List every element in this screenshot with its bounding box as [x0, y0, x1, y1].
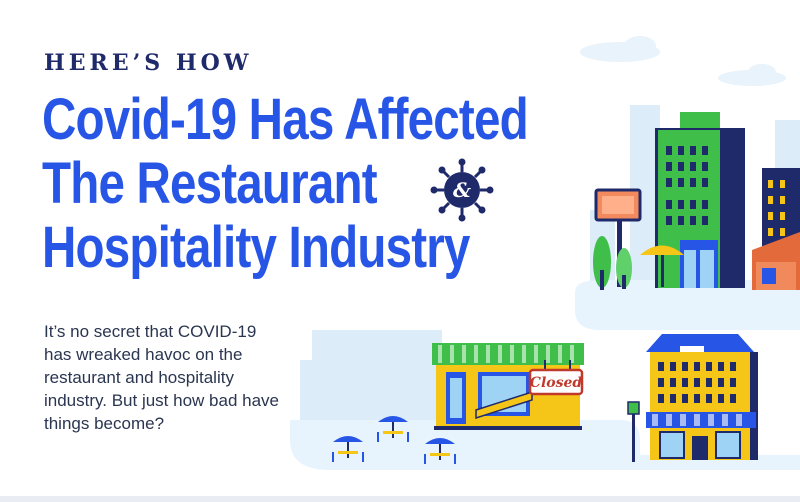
title-line-1: Covid-19 Has Affected [42, 87, 529, 152]
title-line-2: The Restaurant [42, 151, 378, 216]
billboard [594, 188, 642, 287]
virus-icon: & [430, 158, 494, 222]
street-lamp [627, 401, 640, 462]
trees [593, 236, 632, 290]
upper-ground [575, 280, 800, 330]
intro-paragraph: It’s no secret that COVID-19 has wreaked… [44, 322, 279, 433]
closed-sign-text: Closed [530, 375, 583, 391]
closed-sign: Closed [528, 360, 584, 396]
dark-building [752, 168, 800, 290]
kicker-text: HERE’S HOW [44, 50, 253, 76]
hotel-building [646, 334, 758, 460]
ampersand-text: & [453, 178, 471, 202]
cafe-umbrella [640, 245, 684, 287]
cloud-shapes [580, 36, 786, 86]
page-title: Covid-19 Has Affected The Restaurant Hos… [42, 88, 534, 280]
green-building [655, 112, 745, 288]
patio-umbrellas [332, 416, 456, 464]
bottom-divider [0, 496, 800, 502]
title-line-3: Hospitality Industry [42, 215, 470, 280]
